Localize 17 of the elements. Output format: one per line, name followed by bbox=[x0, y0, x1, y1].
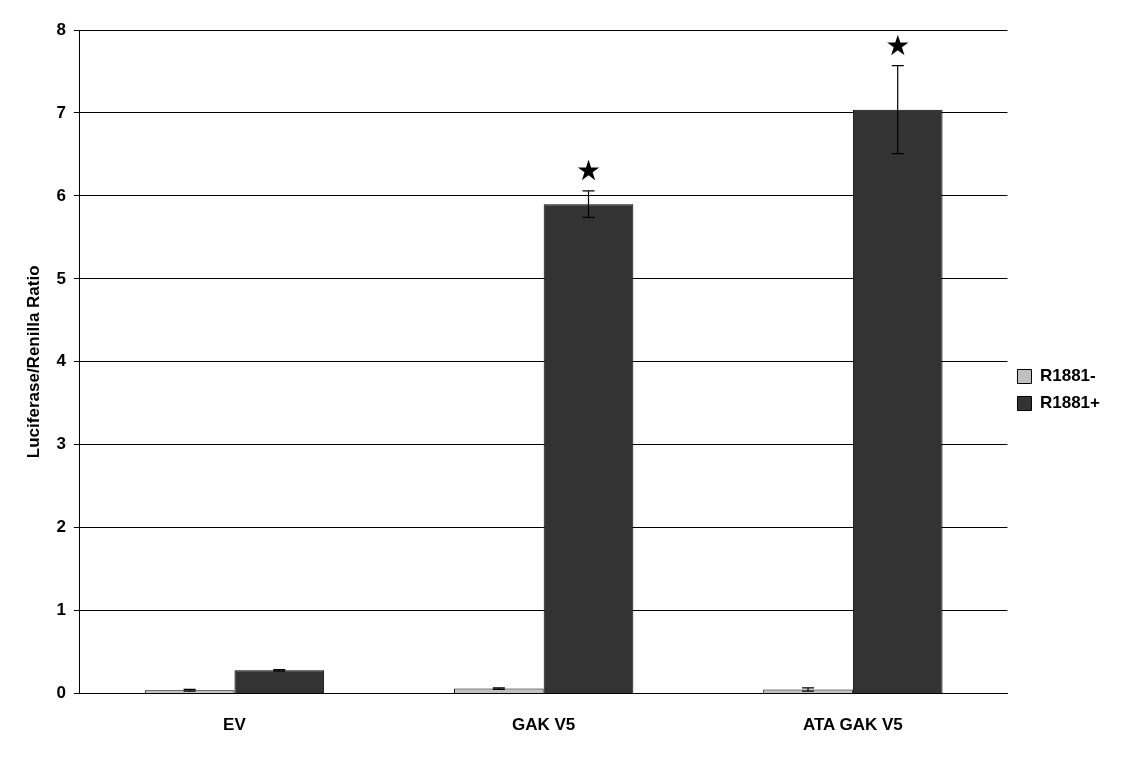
y-tick-label: 4 bbox=[56, 351, 67, 371]
x-tick-label: EV bbox=[223, 715, 247, 735]
x-tick-label: GAK V5 bbox=[512, 715, 576, 735]
y-tick-label: 0 bbox=[56, 683, 66, 703]
y-tick-label: 5 bbox=[56, 268, 66, 288]
x-tick-label: ATA GAK V5 bbox=[802, 715, 903, 735]
y-axis-title: Luciferase/Renilla Ratio bbox=[23, 265, 43, 459]
y-tick-label: 3 bbox=[56, 434, 66, 454]
y-tick-label: 6 bbox=[56, 185, 66, 205]
annotation: ★ bbox=[885, 28, 911, 62]
legend-label: R1881+ bbox=[1039, 393, 1101, 413]
y-tick-label: 7 bbox=[56, 102, 66, 122]
y-tick-label: 2 bbox=[56, 517, 66, 537]
legend-label: R1881- bbox=[1039, 366, 1096, 386]
annotation: ★ bbox=[575, 154, 602, 188]
y-tick-label: 1 bbox=[56, 600, 66, 620]
y-tick-label: 8 bbox=[56, 19, 66, 39]
